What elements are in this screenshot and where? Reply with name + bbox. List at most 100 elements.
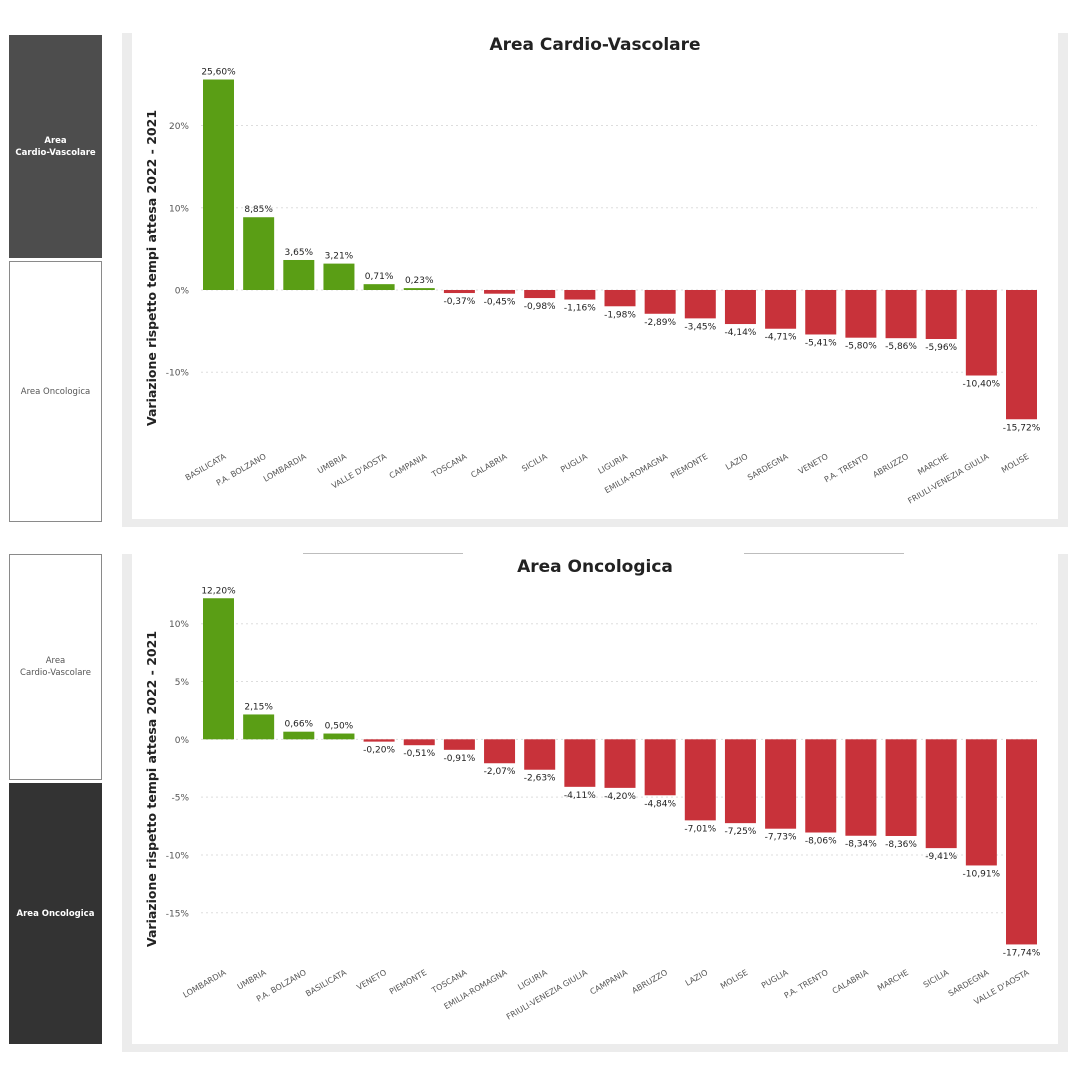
- data-label: -0,37%: [443, 297, 475, 307]
- bar[interactable]: [604, 739, 636, 788]
- data-label: -1,98%: [604, 310, 636, 320]
- y-axis-label: Variazione rispetto tempi attesa 2022 - …: [144, 110, 159, 426]
- bar[interactable]: [283, 259, 315, 290]
- bar[interactable]: [484, 739, 516, 764]
- data-label: -5,41%: [805, 338, 837, 348]
- bar[interactable]: [443, 290, 475, 294]
- bar[interactable]: [403, 739, 435, 746]
- data-label: -4,20%: [604, 792, 636, 802]
- category-label: SICILIA: [922, 968, 951, 990]
- chart-frame-onco: Area Oncologica Variazione rispetto tempi…: [122, 554, 1068, 1052]
- bar[interactable]: [443, 739, 475, 750]
- nav-button-oncologica[interactable]: Area Oncologica: [9, 783, 102, 1044]
- bar[interactable]: [243, 714, 275, 740]
- category-label: VENETO: [797, 452, 830, 476]
- nav-button-cardio-vascolare[interactable]: Area Cardio-Vascolare: [9, 35, 102, 258]
- bar[interactable]: [484, 290, 516, 294]
- bar[interactable]: [604, 290, 636, 307]
- category-label: BASILICATA: [304, 968, 348, 999]
- bar[interactable]: [724, 290, 756, 325]
- bar[interactable]: [885, 290, 917, 339]
- category-label: LOMBARDIA: [182, 968, 228, 1000]
- data-label: 8,85%: [244, 205, 273, 215]
- bar[interactable]: [925, 290, 957, 340]
- category-label: CALABRIA: [469, 452, 509, 480]
- bar[interactable]: [524, 290, 556, 299]
- bar[interactable]: [845, 739, 877, 836]
- y-tick-label: 20%: [169, 122, 189, 132]
- category-label: VENETO: [355, 968, 388, 992]
- tab-indicator-right: [744, 553, 904, 554]
- chart-title: Area Oncologica: [517, 557, 673, 577]
- bar[interactable]: [203, 598, 234, 740]
- bar[interactable]: [323, 263, 355, 290]
- category-label: ABRUZZO: [871, 452, 910, 480]
- bar[interactable]: [644, 290, 676, 314]
- bar[interactable]: [363, 739, 395, 742]
- data-label: -0,20%: [363, 746, 395, 756]
- category-label: PUGLIA: [760, 968, 790, 991]
- y-tick-label: 10%: [169, 620, 189, 630]
- bar[interactable]: [203, 79, 234, 290]
- data-label: -9,41%: [925, 852, 957, 862]
- category-label: ABRUZZO: [630, 968, 669, 996]
- data-label: -7,73%: [765, 833, 797, 843]
- data-label: 3,65%: [285, 248, 314, 258]
- category-label: UMBRIA: [236, 968, 268, 992]
- bar[interactable]: [644, 739, 676, 796]
- data-label: -4,71%: [765, 333, 797, 343]
- chart-frame-cardio: Area Cardio-Vascolare Variazione rispetto…: [122, 33, 1068, 527]
- data-label: -7,25%: [725, 827, 757, 837]
- category-label: SICILIA: [520, 452, 549, 474]
- data-label: 2,15%: [244, 702, 273, 712]
- chart-cardio-vascolare: Area Cardio-Vascolare Variazione rispetto…: [144, 35, 1041, 506]
- bar[interactable]: [765, 290, 797, 329]
- y-tick-label: -5%: [171, 794, 189, 804]
- bar[interactable]: [243, 217, 275, 290]
- bar[interactable]: [564, 739, 596, 787]
- data-label: -10,91%: [963, 869, 1001, 879]
- category-label: LIGURIA: [516, 968, 549, 992]
- bar[interactable]: [885, 739, 917, 836]
- category-label: MARCHE: [916, 452, 950, 477]
- bar[interactable]: [925, 739, 957, 849]
- data-label: 3,21%: [325, 252, 354, 262]
- category-label: PUGLIA: [559, 452, 589, 475]
- data-label: -2,63%: [524, 774, 556, 784]
- y-tick-label: -10%: [166, 851, 190, 861]
- bar[interactable]: [403, 288, 435, 290]
- y-tick-label: 0%: [175, 736, 190, 746]
- data-label: -17,74%: [1003, 948, 1041, 958]
- data-label: -5,86%: [885, 342, 917, 352]
- category-label: LIGURIA: [597, 452, 630, 476]
- nav-button-cardio-vascolare[interactable]: Area Cardio-Vascolare: [9, 554, 102, 780]
- bar[interactable]: [363, 284, 395, 290]
- data-label: -4,14%: [725, 328, 757, 338]
- data-label: -10,40%: [963, 380, 1001, 390]
- category-label: CAMPANIA: [388, 452, 429, 481]
- bar[interactable]: [805, 739, 837, 833]
- bar[interactable]: [1006, 739, 1037, 945]
- data-label: 0,50%: [325, 722, 354, 732]
- data-label: -0,91%: [443, 754, 475, 764]
- bar[interactable]: [724, 739, 756, 824]
- chart-title: Area Cardio-Vascolare: [489, 35, 700, 55]
- bar[interactable]: [845, 290, 877, 338]
- bar[interactable]: [684, 739, 716, 821]
- bar[interactable]: [684, 290, 716, 319]
- bar[interactable]: [524, 739, 556, 770]
- bar[interactable]: [283, 731, 315, 740]
- bar[interactable]: [965, 290, 997, 376]
- category-label: LAZIO: [724, 452, 750, 472]
- bar[interactable]: [1006, 290, 1037, 420]
- data-label: -0,51%: [403, 749, 435, 759]
- bar[interactable]: [765, 739, 797, 829]
- bar[interactable]: [965, 739, 997, 866]
- data-label: -7,01%: [684, 824, 716, 834]
- bar[interactable]: [805, 290, 837, 335]
- bar[interactable]: [323, 733, 355, 740]
- y-tick-label: 10%: [169, 204, 189, 214]
- nav-button-oncologica[interactable]: Area Oncologica: [9, 261, 102, 522]
- tab-indicator-left: [303, 553, 463, 554]
- bar[interactable]: [564, 290, 596, 300]
